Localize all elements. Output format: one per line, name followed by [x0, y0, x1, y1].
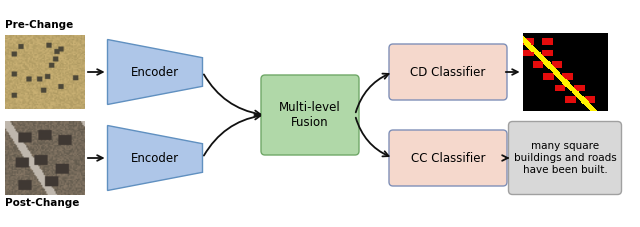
FancyBboxPatch shape — [509, 121, 621, 195]
FancyBboxPatch shape — [261, 75, 359, 155]
Text: Multi-level
Fusion: Multi-level Fusion — [279, 101, 341, 129]
Text: Pre-Change: Pre-Change — [5, 20, 73, 30]
FancyBboxPatch shape — [389, 130, 507, 186]
FancyBboxPatch shape — [389, 44, 507, 100]
Text: CD Classifier: CD Classifier — [410, 66, 486, 79]
Text: Post-Change: Post-Change — [5, 198, 79, 209]
Text: Encoder: Encoder — [131, 151, 179, 165]
Text: many square
buildings and roads
have been built.: many square buildings and roads have bee… — [514, 141, 616, 175]
Polygon shape — [108, 126, 202, 190]
Text: CC Classifier: CC Classifier — [411, 151, 485, 165]
Text: Encoder: Encoder — [131, 66, 179, 79]
Polygon shape — [108, 39, 202, 104]
